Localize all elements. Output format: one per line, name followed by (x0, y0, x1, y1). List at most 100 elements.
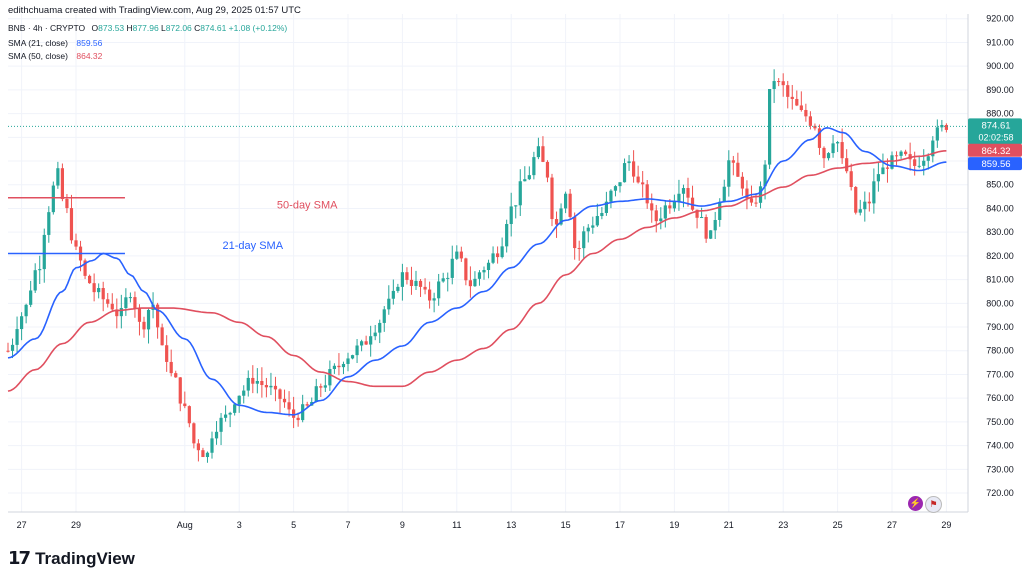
x-tick-label: 17 (615, 520, 625, 530)
candle-body (935, 127, 939, 141)
candle-body (169, 361, 173, 374)
symbol-label: BNB · 4h · CRYPTO (8, 23, 86, 33)
candle-body (269, 385, 273, 388)
candle-body (926, 156, 930, 161)
candle-body (731, 160, 735, 163)
y-tick-label: 770.00 (986, 369, 1014, 379)
candle-body (804, 109, 808, 117)
candle-body (450, 258, 454, 278)
candle-body (20, 316, 24, 330)
sma50-label: SMA (50, close) (8, 51, 68, 61)
x-tick-label: 5 (291, 520, 296, 530)
x-tick-label: 15 (561, 520, 571, 530)
candle-body (713, 219, 717, 231)
low-label: L (161, 23, 166, 33)
candle-body (101, 288, 105, 300)
candle-body (754, 202, 758, 204)
indicator-sma50[interactable]: SMA (50, close) 864.32 (8, 51, 102, 61)
candle-body (237, 395, 241, 405)
brand-name: TradingView (35, 548, 135, 568)
candle-body (160, 327, 164, 346)
candle-body (119, 308, 123, 317)
last-price-tag (968, 118, 1022, 145)
candle-body (813, 125, 817, 129)
y-tick-label: 740.00 (986, 441, 1014, 451)
candle-body (210, 438, 214, 453)
candle-body (704, 217, 708, 239)
candle-body (255, 380, 259, 384)
candle-body (777, 81, 781, 83)
sma50-value: 864.32 (76, 51, 103, 61)
candle-body (867, 201, 871, 204)
candle-body (106, 299, 110, 304)
lightning-icon[interactable]: ⚡ (908, 496, 923, 511)
candle-body (10, 344, 15, 351)
candle-body (47, 212, 51, 235)
sma50-price-tag-value: 864.32 (981, 146, 1010, 157)
x-tick-label: 23 (778, 520, 788, 530)
candle-body (60, 168, 64, 200)
candle-body (917, 165, 921, 167)
candle-body (894, 155, 899, 157)
x-tick-label: 13 (506, 520, 516, 530)
candle-body (686, 188, 690, 198)
candle-body (282, 398, 287, 403)
candle-body (224, 414, 228, 418)
candle-body (56, 168, 60, 186)
candle-body (931, 140, 935, 157)
candle-body (400, 272, 404, 287)
candle-body (677, 193, 681, 203)
candle-body (786, 85, 790, 97)
candle-body (251, 377, 255, 384)
candle-body (904, 151, 908, 155)
candle-body (518, 181, 522, 206)
candle-body (795, 98, 799, 106)
candle-body (541, 146, 545, 162)
candle-body (645, 184, 649, 204)
candle-body (473, 278, 477, 287)
open-value: 873.53 (98, 23, 125, 33)
us-flag-icon[interactable]: ⚑ (925, 496, 942, 513)
candle-body (749, 198, 754, 203)
candle-body (849, 171, 853, 187)
candle-body (890, 155, 894, 169)
y-tick-label: 900.00 (986, 61, 1014, 71)
candle-body (378, 322, 382, 333)
candle-body (88, 275, 92, 284)
candle-body (468, 280, 472, 287)
candle-body (305, 404, 309, 406)
candle-body (187, 406, 191, 424)
last-price-tag-value: 874.61 (981, 120, 1010, 131)
candle-body (532, 157, 536, 176)
sma21-label: SMA (21, close) (8, 38, 68, 48)
candle-body (527, 175, 531, 180)
open-label: O (91, 23, 99, 33)
candle-body (183, 403, 187, 407)
candle-body (278, 389, 282, 399)
candle-body (33, 270, 37, 291)
y-tick-label: 750.00 (986, 417, 1014, 427)
candle-body (382, 309, 386, 323)
x-tick-label: 29 (71, 520, 81, 530)
y-tick-label: 800.00 (986, 298, 1014, 308)
x-tick-label: 25 (833, 520, 843, 530)
candle-body (654, 210, 658, 222)
candle-body (618, 182, 622, 187)
x-tick-label: 7 (345, 520, 350, 530)
candle-body (627, 161, 631, 164)
symbol-ohlc-row: BNB · 4h · CRYPTO O873.53 H877.96 L872.0… (8, 23, 287, 33)
indicator-sma21[interactable]: SMA (21, close) 859.56 (8, 38, 102, 48)
candle-body (51, 185, 55, 213)
candle-body (137, 308, 142, 322)
candle-body (577, 248, 581, 250)
tradingview-logo: 17 TradingView (8, 548, 135, 569)
candle-body (745, 188, 749, 199)
candle-body (455, 251, 459, 259)
y-tick-label: 720.00 (986, 488, 1014, 498)
candle-body (641, 182, 645, 185)
candle-body (296, 417, 300, 421)
candle-body (437, 281, 441, 299)
candle-body (74, 240, 78, 247)
